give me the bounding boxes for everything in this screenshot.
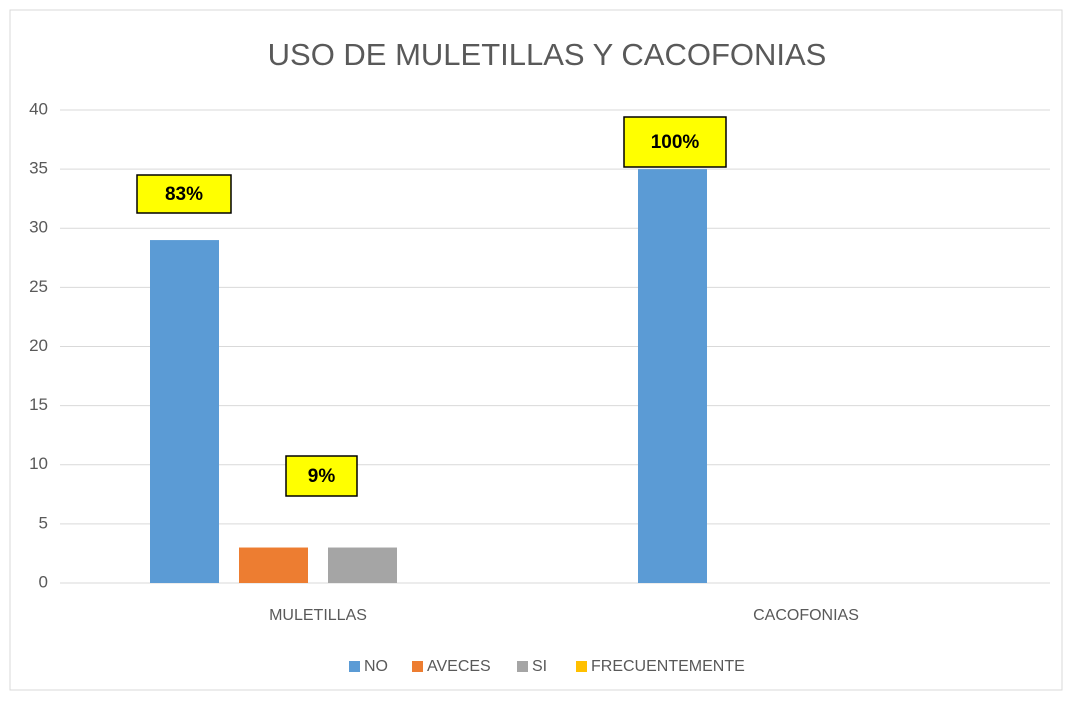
bar: [150, 240, 219, 583]
y-tick-label: 25: [29, 277, 48, 296]
y-tick-label: 20: [29, 336, 48, 355]
bar: [239, 547, 308, 583]
y-tick-label: 10: [29, 454, 48, 473]
legend-swatch: [349, 661, 360, 672]
legend-label: NO: [364, 658, 388, 675]
bar: [328, 547, 397, 583]
legend-swatch: [517, 661, 528, 672]
chart-title: USO DE MULETILLAS Y CACOFONIAS: [268, 37, 827, 72]
legend-swatch: [412, 661, 423, 672]
legend-label: AVECES: [427, 658, 491, 675]
annotation: 9%: [308, 466, 336, 487]
annotation: 100%: [651, 132, 700, 153]
legend-swatch: [576, 661, 587, 672]
x-tick-label: CACOFONIAS: [753, 607, 859, 624]
legend-label: SI: [532, 658, 547, 675]
legend-label: FRECUENTEMENTE: [591, 658, 745, 675]
y-tick-label: 0: [39, 572, 48, 591]
y-tick-label: 35: [29, 159, 48, 178]
y-tick-label: 5: [39, 513, 48, 532]
y-tick-label: 30: [29, 218, 48, 237]
annotation: 83%: [165, 184, 203, 205]
y-tick-label: 15: [29, 395, 48, 414]
y-tick-label: 40: [29, 99, 48, 118]
annotation-box: [623, 116, 727, 168]
annotation-box: [285, 455, 358, 497]
x-tick-label: MULETILLAS: [269, 607, 367, 624]
bar: [638, 169, 707, 583]
annotation-box: [136, 174, 232, 214]
